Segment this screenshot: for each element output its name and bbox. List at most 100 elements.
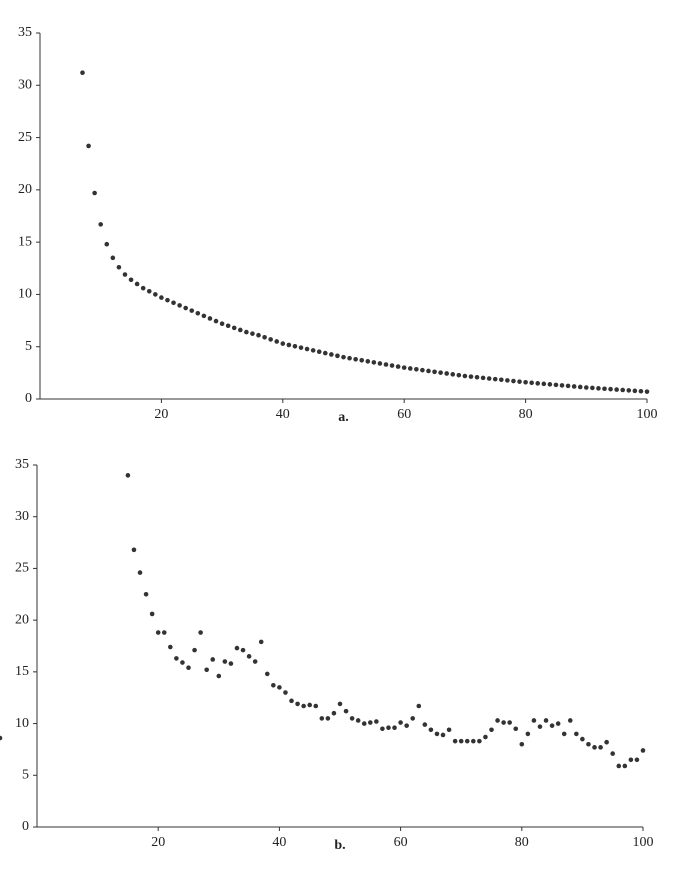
point — [155, 630, 161, 635]
point — [264, 671, 270, 677]
point — [277, 685, 282, 690]
point — [486, 376, 492, 381]
point — [377, 361, 383, 366]
point — [462, 373, 468, 379]
point — [416, 703, 422, 709]
point — [616, 763, 622, 769]
point — [183, 305, 188, 311]
point — [492, 376, 498, 382]
point — [407, 366, 413, 371]
point — [529, 380, 534, 386]
point — [165, 297, 170, 303]
point — [353, 356, 358, 362]
x-tick-label: 80 — [515, 835, 529, 850]
point — [634, 757, 640, 763]
point — [444, 371, 449, 376]
point — [577, 384, 583, 390]
point — [483, 734, 488, 740]
point — [280, 341, 286, 346]
y-tick-label: 0 — [25, 391, 32, 406]
point — [271, 683, 276, 688]
point — [420, 367, 425, 373]
point — [565, 383, 571, 389]
point — [592, 745, 597, 750]
point — [80, 70, 85, 76]
point — [171, 300, 176, 306]
point — [622, 763, 628, 769]
point — [292, 343, 298, 349]
point — [204, 667, 209, 673]
point — [298, 345, 304, 350]
point — [104, 241, 110, 247]
point — [610, 751, 615, 756]
x-tick-label: 80 — [519, 407, 533, 422]
point — [177, 303, 182, 308]
point — [638, 388, 644, 394]
point — [337, 701, 343, 707]
point — [359, 358, 365, 363]
point — [555, 721, 561, 726]
point — [361, 721, 367, 726]
point — [86, 143, 91, 149]
point — [201, 313, 207, 319]
point — [574, 731, 579, 737]
point — [341, 354, 346, 360]
point — [547, 382, 553, 387]
y-tick-label: 35 — [18, 25, 32, 40]
point — [505, 378, 510, 383]
point — [586, 741, 591, 747]
point — [98, 222, 103, 227]
point — [398, 720, 403, 725]
point — [322, 350, 328, 356]
point — [216, 673, 222, 679]
y-tick-label: 5 — [25, 339, 32, 354]
point — [604, 739, 609, 745]
point — [428, 727, 434, 733]
point — [316, 349, 322, 355]
point — [258, 639, 264, 645]
y-tick-label: 20 — [18, 182, 32, 197]
point — [371, 360, 377, 365]
point — [365, 359, 371, 364]
point — [240, 647, 246, 653]
point — [389, 363, 395, 368]
point — [380, 726, 385, 732]
point — [153, 292, 158, 297]
point — [464, 738, 470, 744]
point — [553, 382, 559, 388]
point — [222, 659, 228, 664]
x-tick-label: 100 — [633, 835, 654, 850]
point — [131, 547, 137, 553]
point — [262, 335, 267, 340]
point — [535, 381, 541, 386]
point — [480, 375, 486, 381]
x-tick-label: 40 — [272, 835, 286, 850]
x-tick-label: 100 — [637, 407, 658, 422]
point — [590, 385, 595, 391]
point — [410, 716, 416, 721]
point — [289, 698, 294, 704]
point — [432, 369, 437, 375]
point — [310, 348, 316, 353]
point — [644, 389, 650, 394]
point — [440, 732, 446, 738]
point — [189, 308, 195, 313]
point — [325, 716, 331, 721]
point — [458, 738, 464, 744]
x-tick-label: 60 — [397, 407, 411, 422]
point — [234, 645, 240, 651]
point — [143, 591, 149, 597]
point — [452, 738, 458, 744]
point — [92, 190, 97, 196]
point — [225, 323, 231, 329]
y-tick-label: 0 — [22, 819, 29, 834]
y-tick-label: 10 — [15, 716, 29, 731]
point — [537, 724, 543, 729]
point — [374, 719, 379, 724]
point — [511, 378, 516, 384]
y-tick-label: 25 — [15, 561, 29, 576]
x-tick-label: 20 — [154, 407, 168, 422]
point — [541, 381, 547, 387]
point — [349, 716, 355, 721]
point — [231, 325, 237, 331]
